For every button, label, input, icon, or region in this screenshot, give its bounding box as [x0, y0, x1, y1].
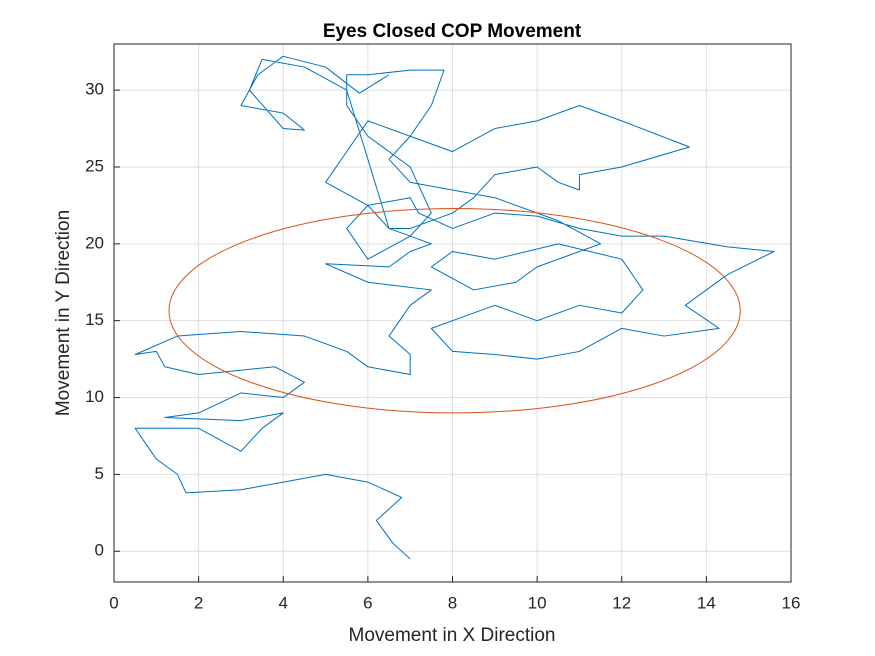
- chart-title: Eyes Closed COP Movement: [323, 21, 582, 42]
- x-axis-label: Movement in X Direction: [349, 625, 556, 646]
- x-tick-label: 12: [612, 593, 631, 612]
- y-tick-label: 0: [95, 541, 104, 560]
- confidence-ellipse: [168, 207, 741, 414]
- x-tick-label: 4: [279, 593, 288, 612]
- y-tick-label: 30: [85, 80, 104, 99]
- x-tick-label: 0: [109, 593, 118, 612]
- x-tick-label: 2: [194, 593, 203, 612]
- y-axis-label: Movement in Y Direction: [53, 210, 74, 416]
- x-tick-label: 14: [697, 593, 716, 612]
- x-tick-label: 8: [448, 593, 457, 612]
- y-tick-label: 10: [85, 387, 104, 406]
- y-tick-label: 15: [85, 310, 104, 329]
- x-tick-label: 6: [363, 593, 372, 612]
- x-tick-label: 10: [528, 593, 547, 612]
- trace-line: [134, 55, 775, 560]
- x-tick-label: 16: [782, 593, 801, 612]
- y-tick-label: 25: [85, 156, 104, 175]
- y-tick-label: 20: [85, 233, 104, 252]
- y-tick-label: 5: [95, 464, 104, 483]
